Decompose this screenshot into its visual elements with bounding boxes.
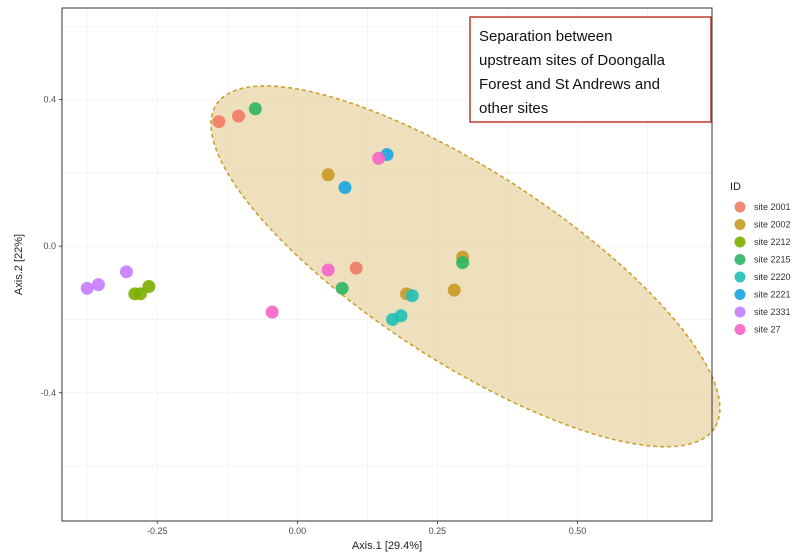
- annotation-box: Separation between upstream sites of Doo…: [469, 16, 712, 123]
- legend-label: site 2331: [754, 307, 791, 317]
- data-point: [338, 181, 352, 195]
- legend-label: site 27: [754, 325, 781, 335]
- data-point: [91, 278, 105, 292]
- y-tick-label: 0.0: [43, 241, 56, 251]
- legend-label: site 2001: [754, 202, 791, 212]
- data-point: [335, 281, 349, 295]
- tick-labels: -0.25 0.00 0.25 0.50 0.4 0.0 -0.4: [40, 95, 586, 536]
- annotation-line: Separation between: [479, 28, 612, 45]
- legend-items: site 2001 site 2002 site 2212 site 2215 site…: [734, 201, 791, 335]
- data-point: [133, 287, 147, 301]
- legend-label: site 2221: [754, 290, 791, 300]
- legend-label: site 2215: [754, 255, 791, 265]
- data-point: [405, 289, 419, 303]
- annotation-line: Forest and St Andrews and: [479, 76, 660, 93]
- data-point: [232, 109, 246, 123]
- data-points: [80, 102, 470, 326]
- y-axis-title: Axis.2 [22%]: [13, 234, 25, 295]
- x-tick-label: -0.25: [147, 526, 168, 536]
- legend-swatch: [734, 306, 746, 318]
- data-point: [212, 115, 226, 129]
- plot-border: [61, 7, 713, 522]
- data-point: [372, 151, 386, 165]
- y-tick-label: 0.4: [43, 95, 56, 105]
- legend-title: ID: [730, 181, 741, 193]
- data-point: [447, 283, 461, 297]
- legend-label: site 2002: [754, 220, 791, 230]
- annotation-border: [469, 16, 712, 123]
- x-tick-label: 0.00: [289, 526, 307, 536]
- annotation-line: upstream sites of Doongalla: [479, 52, 666, 69]
- data-point: [321, 168, 335, 182]
- data-point: [321, 263, 335, 277]
- data-point: [349, 261, 363, 275]
- annotation-line: other sites: [479, 100, 548, 117]
- legend-label: site 2220: [754, 272, 791, 282]
- data-point: [80, 281, 94, 295]
- y-tick-label: -0.4: [40, 388, 56, 398]
- x-axis-title: Axis.1 [29.4%]: [352, 540, 422, 552]
- data-point: [248, 102, 262, 116]
- legend-swatch: [734, 219, 746, 230]
- x-tick-label: 0.50: [569, 526, 587, 536]
- data-point: [142, 279, 156, 293]
- legend-swatch: [734, 254, 746, 265]
- legend-swatch: [734, 271, 746, 283]
- x-tick-label: 0.25: [429, 526, 447, 536]
- data-point: [265, 305, 279, 319]
- data-point: [456, 256, 470, 270]
- legend-swatch: [734, 324, 746, 335]
- legend-label: site 2212: [754, 237, 791, 247]
- legend-swatch: [734, 289, 746, 300]
- legend-swatch: [734, 236, 746, 248]
- data-point: [119, 265, 133, 279]
- data-point: [394, 309, 408, 323]
- legend-swatch: [734, 201, 746, 213]
